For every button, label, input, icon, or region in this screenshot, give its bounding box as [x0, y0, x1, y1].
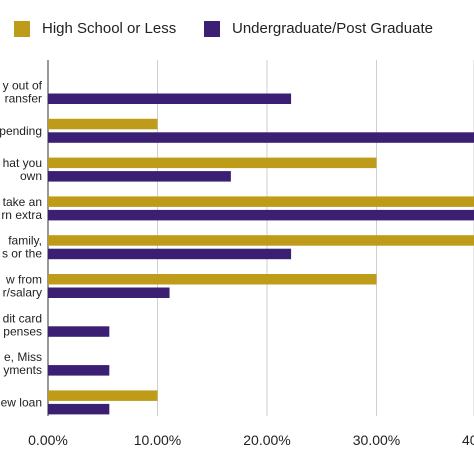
category-label-line: y out of [3, 79, 43, 93]
category-label-line: ransfer [5, 92, 42, 106]
category-label-line: r/salary [3, 286, 42, 300]
legend-label-high-school: High School or Less [42, 20, 177, 37]
bar-undergraduate-5 [48, 287, 170, 298]
category-label-line: w from [5, 273, 42, 287]
category-label-7: e, Miss yments [3, 350, 42, 377]
category-label-1: pending [0, 124, 42, 138]
category-label-5: w from r/salary [3, 273, 42, 300]
category-label-line: take an [3, 195, 42, 209]
bar-undergraduate-0 [48, 93, 292, 104]
legend-item-undergraduate: Undergraduate/Post Graduate [204, 20, 433, 37]
category-label-8: ew loan [1, 395, 42, 409]
bar-high-school-3 [48, 196, 474, 207]
category-label-line: penses [3, 324, 42, 338]
category-label-0: y out of ransfer [3, 79, 43, 106]
bar-undergraduate-8 [48, 403, 110, 415]
legend-swatch-undergraduate [204, 20, 220, 37]
bar-high-school-4 [48, 235, 474, 246]
legend-item-high-school: High School or Less [14, 20, 176, 37]
category-label-line: ew loan [1, 395, 42, 409]
x-tick-label-3: 30.00% [353, 432, 400, 448]
bar-undergraduate-6 [48, 326, 110, 337]
chart-legend: High School or Less Undergraduate/Post G… [0, 20, 474, 46]
x-tick-label-4: 40 [462, 432, 474, 448]
bar-undergraduate-2 [48, 171, 231, 182]
category-label-line: rn extra [1, 208, 42, 222]
legend-label-undergraduate: Undergraduate/Post Graduate [232, 20, 433, 37]
x-tick-label-1: 10.00% [134, 432, 181, 448]
bar-high-school-8 [48, 390, 158, 401]
bar-undergraduate-1 [48, 132, 474, 143]
category-label-3: take an rn extra [1, 195, 42, 222]
category-label-line: e, Miss [4, 350, 42, 364]
category-label-line: pending [0, 124, 42, 138]
category-label-4: family, s or the [2, 234, 42, 261]
bar-undergraduate-7 [48, 365, 110, 376]
category-label-line: own [20, 169, 42, 183]
legend-swatch-high-school [14, 20, 30, 37]
bar-undergraduate-4 [48, 248, 292, 260]
bar-undergraduate-3 [48, 209, 474, 221]
category-label-line: yments [3, 363, 42, 377]
category-label-line: s or the [2, 247, 42, 261]
category-label-line: family, [8, 234, 42, 248]
category-label-line: hat you [3, 156, 42, 170]
bar-high-school-5 [48, 274, 377, 285]
category-label-line: dit card [3, 311, 42, 325]
bar-high-school-1 [48, 118, 158, 130]
bar-high-school-2 [48, 157, 377, 169]
x-tick-label-2: 20.00% [243, 432, 290, 448]
x-tick-label-0: 0.00% [28, 432, 68, 448]
category-label-6: dit card penses [3, 311, 42, 338]
category-label-2: hat you own [3, 156, 42, 183]
